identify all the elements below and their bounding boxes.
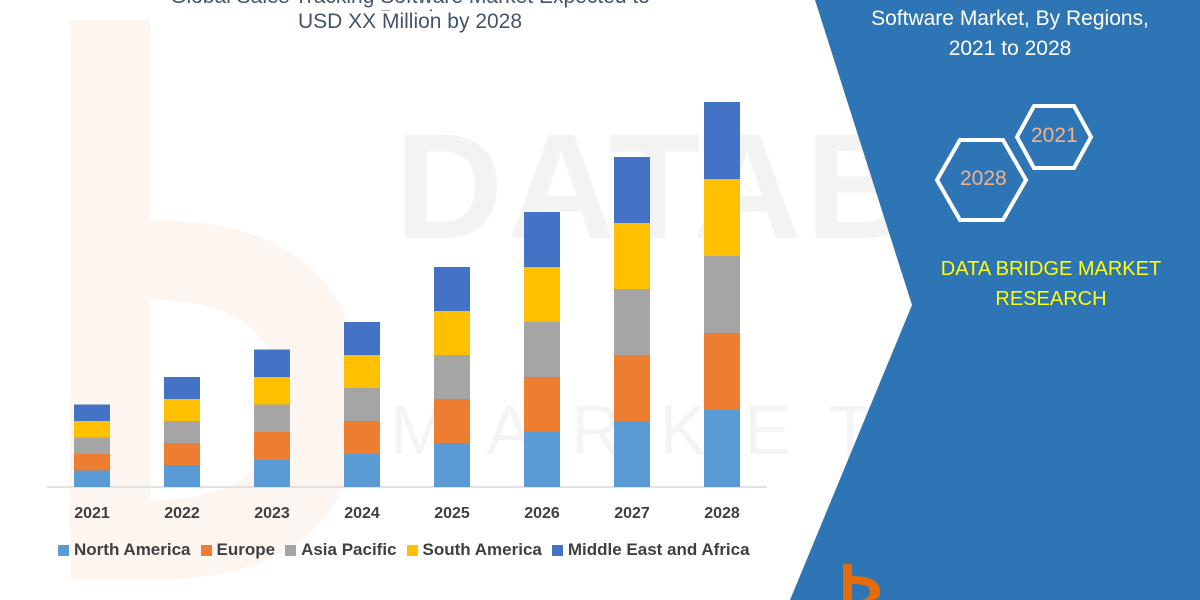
bar-2028-asia-pacific xyxy=(704,256,740,333)
x-tick-2024: 2024 xyxy=(344,505,380,522)
bar-2023-asia-pacific xyxy=(254,404,290,432)
bar-2024-north-america xyxy=(344,454,380,487)
bar-2021-asia-pacific xyxy=(74,437,110,454)
bar-2026-europe xyxy=(524,377,560,432)
hexagon-2028-label: 2028 xyxy=(960,167,1007,190)
bar-2027-north-america xyxy=(614,421,650,487)
legend-swatch xyxy=(551,544,563,556)
bar-2021-middle-east-and-africa xyxy=(74,404,110,421)
bar-2024-asia-pacific xyxy=(344,388,380,421)
bar-2023-south-america xyxy=(254,377,290,405)
bar-2025-middle-east-and-africa xyxy=(434,267,470,311)
chart-legend: North America Europe Asia Pacific South Ame… xyxy=(58,540,750,560)
bars-group xyxy=(74,102,740,487)
bar-2025-asia-pacific xyxy=(434,355,470,399)
chart-title-line2: USD XX Million by 2028 xyxy=(297,10,523,33)
bar-2026-middle-east-and-africa xyxy=(524,212,560,267)
bar-2027-europe xyxy=(614,355,650,421)
logo-mark xyxy=(843,564,880,600)
bar-2022-middle-east-and-africa xyxy=(164,377,200,399)
brand-line1: DATA BRIDGE MARKET xyxy=(940,258,1162,280)
bar-2022-europe xyxy=(164,443,200,465)
bar-2022-asia-pacific xyxy=(164,421,200,443)
legend-label: North America xyxy=(74,540,191,559)
bar-2021-north-america xyxy=(74,470,110,487)
x-tick-2023: 2023 xyxy=(254,505,290,522)
brand-line2: RESEARCH xyxy=(995,288,1107,310)
panel-title-line1: Software Market, By Regions, xyxy=(871,7,1149,30)
legend-swatch xyxy=(200,544,212,556)
bar-2027-asia-pacific xyxy=(614,289,650,355)
legend-swatch xyxy=(406,544,418,556)
legend-label: Asia Pacific xyxy=(301,540,397,559)
hexagon-2021 xyxy=(1014,104,1094,170)
bar-2025-north-america xyxy=(434,443,470,487)
bar-2027-south-america xyxy=(614,223,650,289)
panel-title: Software Market, By Regions, 2021 to 202… xyxy=(820,4,1200,64)
legend-item-asia-pacific: Asia Pacific xyxy=(285,540,397,560)
legend-label: Middle East and Africa xyxy=(567,540,750,559)
bar-2023-europe xyxy=(254,432,290,460)
x-tick-2026: 2026 xyxy=(524,505,560,522)
x-tick-2025: 2025 xyxy=(434,505,470,522)
legend-item-south-america: South America xyxy=(406,540,542,560)
legend-swatch xyxy=(285,544,297,556)
stacked-bar-chart: 2021 2022 2023 2024 2025 2026 2027 2028 xyxy=(47,102,767,522)
bar-2025-south-america xyxy=(434,311,470,355)
x-tick-2028: 2028 xyxy=(704,505,740,522)
panel-background xyxy=(790,0,1200,600)
x-tick-2021: 2021 xyxy=(74,505,110,522)
bar-2027-middle-east-and-africa xyxy=(614,157,650,223)
bar-2023-north-america xyxy=(254,459,290,487)
legend-label: South America xyxy=(422,540,542,559)
bar-2028-north-america xyxy=(704,410,740,487)
legend-label: Europe xyxy=(216,540,276,559)
bar-2028-south-america xyxy=(704,179,740,256)
logo-text: DATA BRIDGE xyxy=(893,569,1041,593)
legend-item-north-america: North America xyxy=(58,540,191,560)
bar-2021-europe xyxy=(74,454,110,471)
bar-2021-south-america xyxy=(74,421,110,438)
hexagon-2028 xyxy=(934,138,1029,222)
legend-item-middle-east-and-africa: Middle East and Africa xyxy=(551,540,750,560)
panel-title-line2: 2021 to 2028 xyxy=(948,37,1072,60)
chart-title: Global Sales Tracking Software Market Ex… xyxy=(150,0,670,33)
bar-2024-middle-east-and-africa xyxy=(344,322,380,355)
bar-2026-north-america xyxy=(524,432,560,487)
brand-name: DATA BRIDGE MARKET RESEARCH xyxy=(920,254,1182,314)
bar-2026-asia-pacific xyxy=(524,322,560,377)
bar-2022-south-america xyxy=(164,399,200,421)
x-tick-2027: 2027 xyxy=(614,505,650,522)
x-tick-2022: 2022 xyxy=(164,505,200,522)
bar-2024-europe xyxy=(344,421,380,454)
bar-2025-europe xyxy=(434,399,470,443)
hexagon-2021-label: 2021 xyxy=(1031,124,1078,147)
chart-title-line1: Global Sales Tracking Software Market Ex… xyxy=(150,0,670,11)
bar-2023-middle-east-and-africa xyxy=(254,349,290,377)
x-tick-labels: 2021 2022 2023 2024 2025 2026 2027 2028 xyxy=(74,505,740,522)
bar-2026-south-america xyxy=(524,267,560,322)
legend-swatch xyxy=(58,544,69,556)
bar-2024-south-america xyxy=(344,355,380,388)
bar-2028-middle-east-and-africa xyxy=(704,102,740,179)
bar-2022-north-america xyxy=(164,465,200,487)
bar-2028-europe xyxy=(704,333,740,410)
legend-item-europe: Europe xyxy=(200,540,276,560)
